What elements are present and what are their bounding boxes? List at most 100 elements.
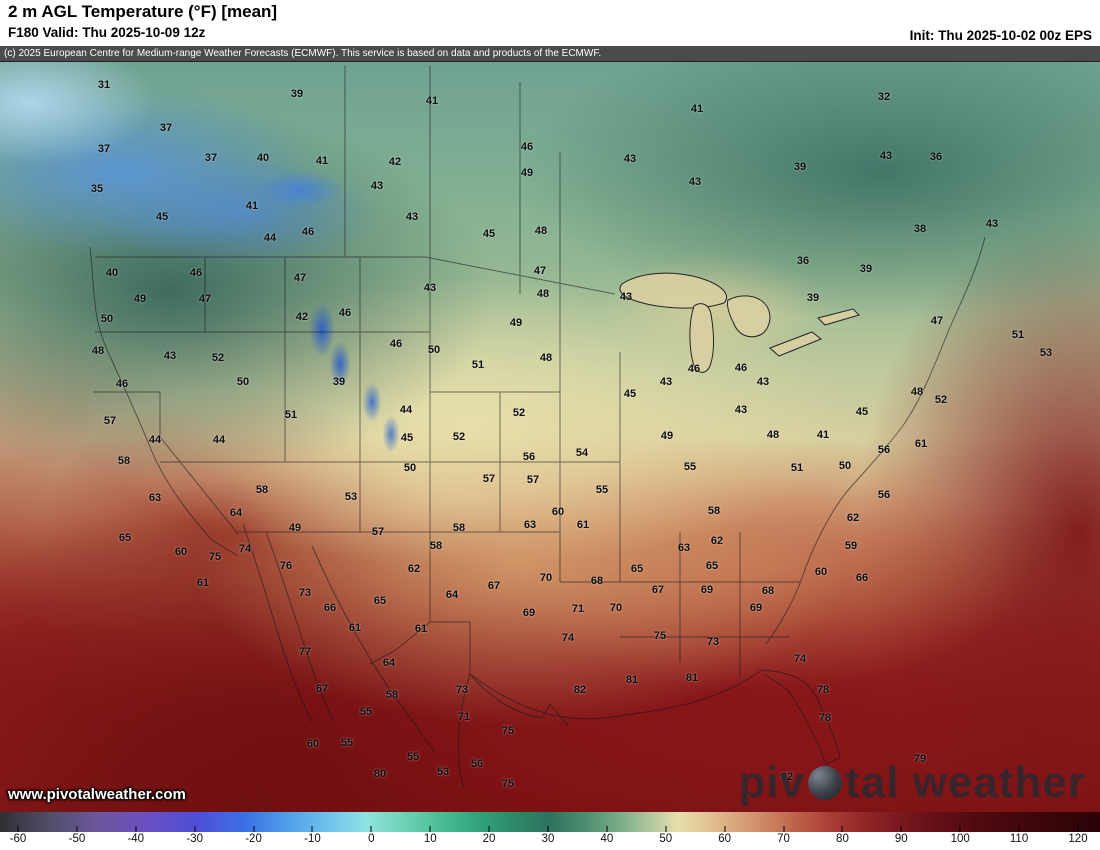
temp-label: 41	[690, 103, 704, 115]
temp-label: 38	[913, 223, 927, 235]
temp-label: 39	[806, 292, 820, 304]
temp-label: 58	[707, 505, 721, 517]
temp-label: 78	[818, 712, 832, 724]
temp-label: 46	[189, 267, 203, 279]
temp-label: 46	[338, 307, 352, 319]
copyright-bar: (c) 2025 European Centre for Medium-rang…	[0, 46, 1100, 61]
temp-label: 52	[934, 394, 948, 406]
temp-label: 53	[436, 766, 450, 778]
temp-label: 51	[1011, 329, 1025, 341]
temp-label: 70	[609, 602, 623, 614]
colorbar-tick-mark	[488, 826, 490, 832]
temp-label: 75	[501, 725, 515, 737]
temp-label: 37	[97, 143, 111, 155]
temp-label: 46	[389, 338, 403, 350]
temp-label: 41	[315, 155, 329, 167]
temp-label: 58	[452, 522, 466, 534]
temp-label: 66	[323, 602, 337, 614]
colorbar-tick-label: 30	[541, 833, 555, 845]
temp-label: 48	[910, 386, 924, 398]
temp-label: 53	[344, 491, 358, 503]
temp-label: 48	[539, 352, 553, 364]
temp-label: 74	[238, 543, 252, 555]
temp-label: 81	[685, 672, 699, 684]
temp-label: 37	[204, 152, 218, 164]
lake-ontario	[817, 308, 860, 326]
temp-label: 78	[816, 684, 830, 696]
temp-label: 66	[855, 572, 869, 584]
temp-label: 56	[470, 758, 484, 770]
temp-label: 58	[117, 455, 131, 467]
temp-label: 61	[348, 622, 362, 634]
colorbar-tick-label: -60	[9, 833, 27, 845]
temp-label: 56	[877, 489, 891, 501]
colorbar-tick-mark	[370, 826, 372, 832]
temp-label: 73	[706, 636, 720, 648]
temp-label: 43	[734, 404, 748, 416]
temp-label: 41	[245, 200, 259, 212]
colorbar-ticks	[17, 812, 1079, 832]
temp-label: 48	[91, 345, 105, 357]
temperature-colorbar: -60 -50 -40 -30 -20 -10 0 10 20 30 40 50 60 70 80 90 100…	[0, 812, 1100, 850]
temp-label: 73	[298, 587, 312, 599]
temp-label: 41	[816, 429, 830, 441]
temp-label: 68	[761, 585, 775, 597]
temp-label: 71	[457, 711, 471, 723]
temp-label: 43	[370, 180, 384, 192]
temp-label: 63	[523, 519, 537, 531]
colorbar-tick-label: 110	[1009, 833, 1029, 845]
site-watermark: www.pivotalweather.com	[8, 786, 186, 803]
lake-superior	[619, 272, 727, 309]
temp-label: 57	[526, 474, 540, 486]
model-init-time: Init: Thu 2025-10-02 00z EPS	[909, 28, 1092, 43]
colorbar-tick-label: -50	[68, 833, 86, 845]
temp-label: 53	[1039, 347, 1053, 359]
colorbar-tick-label: 60	[718, 833, 732, 845]
temp-label: 61	[196, 577, 210, 589]
temp-label: 81	[625, 674, 639, 686]
temp-label: 74	[561, 632, 575, 644]
header: 2 m AGL Temperature (°F) [mean] F180 Val…	[0, 0, 1100, 46]
temp-label: 37	[159, 122, 173, 134]
lake-huron	[727, 295, 771, 338]
temp-label: 61	[914, 438, 928, 450]
temp-label: 70	[539, 572, 553, 584]
colorbar-tick-label: 10	[423, 833, 437, 845]
temp-label: 43	[619, 291, 633, 303]
brand-watermark: piv tal weather	[739, 761, 1086, 805]
temp-label: 50	[403, 462, 417, 474]
colorbar-tick-label: 0	[368, 833, 375, 845]
colorbar-tick-mark	[724, 826, 726, 832]
colorbar-gradient	[0, 812, 1100, 832]
temp-label: 51	[284, 409, 298, 421]
temp-label: 46	[687, 363, 701, 375]
colorbar-tick-label: 80	[836, 833, 849, 845]
temp-label: 43	[623, 153, 637, 165]
temp-label: 55	[359, 706, 373, 718]
temp-label: 64	[445, 589, 459, 601]
temp-label: 31	[97, 79, 111, 91]
temp-label: 73	[455, 684, 469, 696]
temp-label: 77	[298, 646, 312, 658]
temp-label: 43	[163, 350, 177, 362]
temp-label: 65	[373, 595, 387, 607]
colorbar-tick-mark	[665, 826, 667, 832]
temp-label: 50	[838, 460, 852, 472]
temp-label: 55	[340, 737, 354, 749]
temp-label: 43	[985, 218, 999, 230]
temp-label: 51	[471, 359, 485, 371]
temp-label: 52	[211, 352, 225, 364]
temp-label: 40	[256, 152, 270, 164]
temp-label: 42	[295, 311, 309, 323]
temp-label: 45	[623, 388, 637, 400]
temp-label: 47	[533, 265, 547, 277]
temp-label: 43	[756, 376, 770, 388]
temp-label: 57	[103, 415, 117, 427]
temp-label: 62	[407, 563, 421, 575]
brand-text-post: tal weather	[845, 758, 1086, 807]
colorbar-tick-mark	[76, 826, 78, 832]
temp-label: 64	[382, 657, 396, 669]
colorbar-tick-label: 90	[894, 833, 908, 845]
temp-label: 55	[595, 484, 609, 496]
